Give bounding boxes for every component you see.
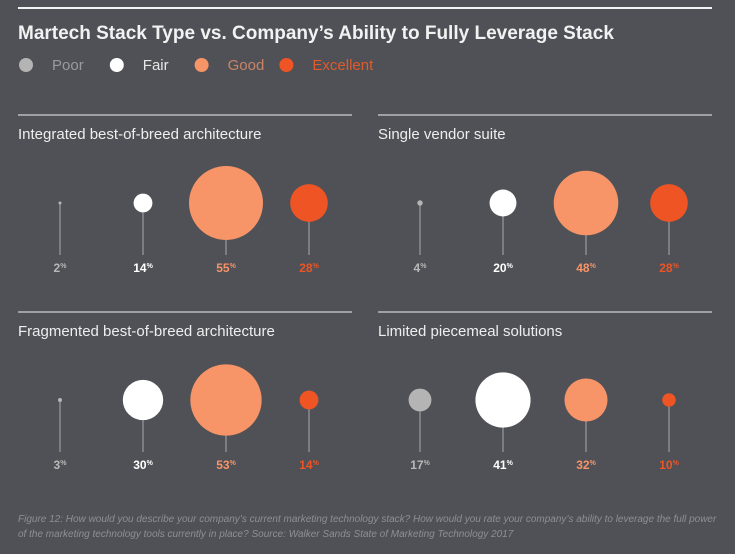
- legend-label-poor: Poor: [52, 57, 84, 74]
- panel-title: Fragmented best-of-breed architecture: [18, 323, 275, 340]
- bubble-poor: [417, 200, 423, 206]
- bubble-good: [190, 364, 262, 436]
- value-label: 32%: [576, 458, 596, 472]
- legend-label-good: Good: [228, 57, 265, 74]
- footnote: Figure 12: How would you describe your c…: [18, 514, 717, 540]
- legend-marker-good: [194, 58, 209, 72]
- value-label: 10%: [659, 458, 679, 472]
- panel-title: Single vendor suite: [378, 126, 506, 143]
- bubble-excellent: [650, 184, 688, 222]
- bubble-excellent: [299, 390, 319, 410]
- bubble-poor: [58, 201, 62, 205]
- value-label: 55%: [216, 261, 236, 275]
- bubble-fair: [122, 379, 164, 421]
- value-label: 28%: [659, 261, 679, 275]
- value-label: 14%: [299, 458, 319, 472]
- panel-title: Integrated best-of-breed architecture: [18, 126, 261, 143]
- value-label: 20%: [493, 261, 513, 275]
- panel-title: Limited piecemeal solutions: [378, 323, 562, 340]
- value-label: 2%: [54, 261, 68, 275]
- value-label: 14%: [133, 261, 153, 275]
- value-label: 41%: [493, 458, 513, 472]
- value-label: 48%: [576, 261, 596, 275]
- value-label: 28%: [299, 261, 319, 275]
- bubble-excellent: [662, 393, 676, 407]
- bubble-fair: [475, 372, 531, 428]
- legend-marker-fair: [109, 58, 124, 72]
- bubble-good: [189, 166, 263, 240]
- value-label: 30%: [133, 458, 153, 472]
- value-label: 53%: [216, 458, 236, 472]
- legend-marker-excellent: [279, 58, 294, 72]
- bubble-good: [564, 378, 608, 422]
- bubble-fair: [133, 193, 153, 213]
- bubble-good: [553, 170, 619, 236]
- bubble-fair: [489, 189, 517, 217]
- legend-label-excellent: Excellent: [312, 57, 374, 74]
- value-label: 4%: [414, 261, 428, 275]
- legend-marker-poor: [19, 58, 33, 72]
- bubble-excellent: [290, 184, 328, 222]
- value-label: 3%: [54, 458, 68, 472]
- legend-label-fair: Fair: [143, 57, 169, 74]
- chart-title: Martech Stack Type vs. Company’s Ability…: [18, 23, 614, 44]
- bubble-poor: [408, 388, 432, 412]
- bubble-poor: [57, 397, 63, 403]
- value-label: 17%: [410, 458, 430, 472]
